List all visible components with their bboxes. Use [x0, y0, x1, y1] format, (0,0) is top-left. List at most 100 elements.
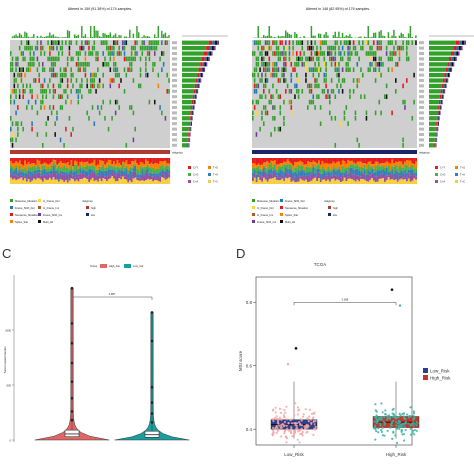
mutation-cell [54, 56, 56, 62]
titv-segment [307, 182, 309, 184]
titv-segment [378, 163, 381, 167]
titv-segment [68, 169, 71, 172]
mutation-cell [340, 51, 342, 56]
titv-segment [141, 169, 144, 175]
titv-segment [93, 166, 96, 172]
mutation-cell [91, 78, 94, 83]
mutation-cell [257, 56, 260, 62]
mutation-cell [56, 116, 58, 121]
panel-a-matrix-background [10, 40, 170, 148]
mutation-cell [391, 56, 393, 62]
mutation-cell [303, 62, 305, 67]
mutation-cell [114, 62, 117, 67]
titv-segment [104, 170, 107, 177]
titv-segment [349, 178, 352, 184]
jitter-point [271, 434, 274, 437]
mutation-cell [75, 62, 78, 67]
mutation-cell [24, 72, 26, 78]
titv-segment [42, 175, 44, 182]
tmb-bar [102, 33, 104, 38]
outlier-point [390, 288, 394, 291]
titv-segment [56, 170, 59, 175]
titv-segment [354, 175, 357, 182]
titv-segment [367, 181, 370, 184]
mutation-cell [292, 40, 294, 45]
mutation-cell [111, 45, 113, 51]
mutation-cell [411, 40, 414, 45]
mutation-cell [17, 83, 19, 89]
mutation-cell [31, 94, 33, 99]
mutation-cell [106, 62, 108, 67]
mutation-cell [347, 56, 349, 62]
tmb-bar [18, 33, 21, 38]
titv-segment [308, 176, 311, 182]
mutation-cell [253, 72, 256, 78]
mutation-cell [285, 67, 287, 72]
mutation-cell [40, 51, 42, 56]
side-bar-segment [182, 94, 193, 99]
titv-segment [159, 176, 162, 182]
mutation-cell [88, 89, 90, 94]
titv-segment [288, 174, 291, 178]
mutation-cell [367, 51, 370, 56]
tmb-bar [319, 33, 322, 38]
titv-segment [400, 158, 403, 162]
mutation-cell [141, 45, 144, 51]
mutation-cell [257, 72, 260, 78]
titv-segment [329, 172, 331, 178]
mutation-cell [266, 78, 269, 83]
mutation-cell [148, 40, 151, 45]
mutation-cell [164, 40, 167, 45]
titv-segment [318, 168, 320, 173]
tmb-bar [343, 36, 346, 38]
mutation-cell [88, 40, 90, 45]
mutation-cell [294, 83, 296, 89]
titv-segment [152, 176, 155, 182]
titv-segment [301, 165, 304, 170]
gene-percent-label [419, 41, 424, 45]
titv-segment [146, 161, 149, 165]
titv-segment [329, 158, 331, 164]
titv-segment [316, 163, 319, 166]
jitter-point [273, 428, 276, 431]
risk-label-low: low [333, 213, 337, 217]
titv-segment [299, 176, 302, 179]
titv-segment [369, 179, 372, 184]
panel-d-legend-swatch-low [423, 368, 428, 373]
mutation-cell [263, 121, 265, 126]
titv-segment [72, 179, 75, 184]
mutation-cell [323, 56, 326, 62]
titv-segment [338, 167, 341, 169]
titv-segment [59, 179, 62, 184]
jitter-point [404, 421, 407, 424]
titv-segment [42, 158, 44, 164]
mutation-cell [334, 143, 337, 148]
mutation-cell [109, 56, 112, 62]
side-bar-segment [182, 83, 195, 88]
substitution-label: T>A [213, 173, 218, 177]
jitter-point [308, 415, 311, 418]
violin-box [64, 429, 80, 437]
mutation-cell [380, 72, 382, 78]
mutation-cell [316, 56, 318, 62]
tmb-bar [22, 37, 24, 38]
titv-segment [345, 158, 348, 164]
mutation-cell [363, 94, 366, 99]
mutation-cell [11, 62, 14, 67]
mutation-cell [65, 89, 67, 94]
gene-percent-label [419, 106, 424, 109]
titv-segment [15, 179, 18, 184]
titv-segment [395, 179, 397, 184]
substitution-label: C>A [193, 180, 198, 184]
mutation-cell [33, 51, 35, 56]
titv-segment [36, 164, 39, 170]
mutation-cell [98, 78, 101, 83]
mutation-cell [319, 45, 322, 51]
jitter-point [283, 420, 286, 424]
titv-segment [257, 158, 260, 164]
mutation-cell [36, 56, 39, 62]
mutation-cell [157, 40, 160, 45]
titv-segment [352, 158, 355, 163]
titv-segment [72, 166, 75, 170]
titv-segment [111, 158, 114, 164]
